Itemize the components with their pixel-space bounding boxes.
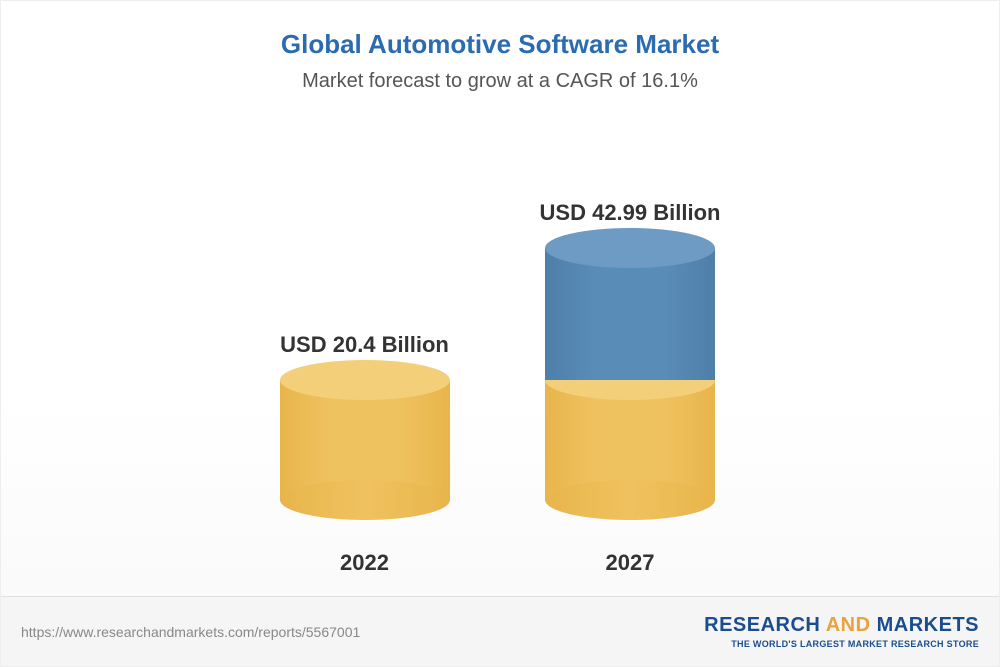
cylinder-shape [545, 248, 715, 500]
cylinder-shape [280, 380, 450, 500]
bar-value-label: USD 20.4 Billion [280, 332, 449, 358]
cylinder-segment [545, 248, 715, 380]
chart-area: USD 20.4 Billion 2022 USD 42.99 Billion 202… [1, 121, 999, 576]
brand-word-1: RESEARCH [704, 614, 820, 636]
chart-subtitle: Market forecast to grow at a CAGR of 16.… [1, 70, 999, 93]
bar-value-label: USD 42.99 Billion [540, 200, 721, 226]
bar-year-label: 2022 [340, 550, 389, 576]
infographic-container: Global Automotive Software Market Market… [0, 0, 1000, 667]
bar-year-label: 2027 [606, 550, 655, 576]
cylinder-segment [280, 380, 450, 500]
cylinder-segment [545, 380, 715, 500]
cylinder-top-ellipse [280, 360, 450, 400]
cylinder-bottom-ellipse [280, 480, 450, 520]
brand-name: RESEARCH AND MARKETS [704, 614, 979, 637]
chart-title: Global Automotive Software Market [1, 1, 999, 60]
brand-logo: RESEARCH AND MARKETS THE WORLD'S LARGEST… [704, 614, 979, 649]
brand-word-3: MARKETS [877, 614, 979, 636]
footer: https://www.researchandmarkets.com/repor… [1, 596, 999, 666]
brand-tagline: THE WORLD'S LARGEST MARKET RESEARCH STOR… [704, 639, 979, 649]
cylinder-bar: USD 42.99 Billion 2027 [540, 200, 721, 576]
brand-word-2: AND [826, 614, 871, 636]
cylinder-top-ellipse [545, 228, 715, 268]
source-url: https://www.researchandmarkets.com/repor… [21, 624, 360, 640]
cylinder-bar: USD 20.4 Billion 2022 [280, 332, 450, 576]
cylinder-bottom-ellipse [545, 480, 715, 520]
